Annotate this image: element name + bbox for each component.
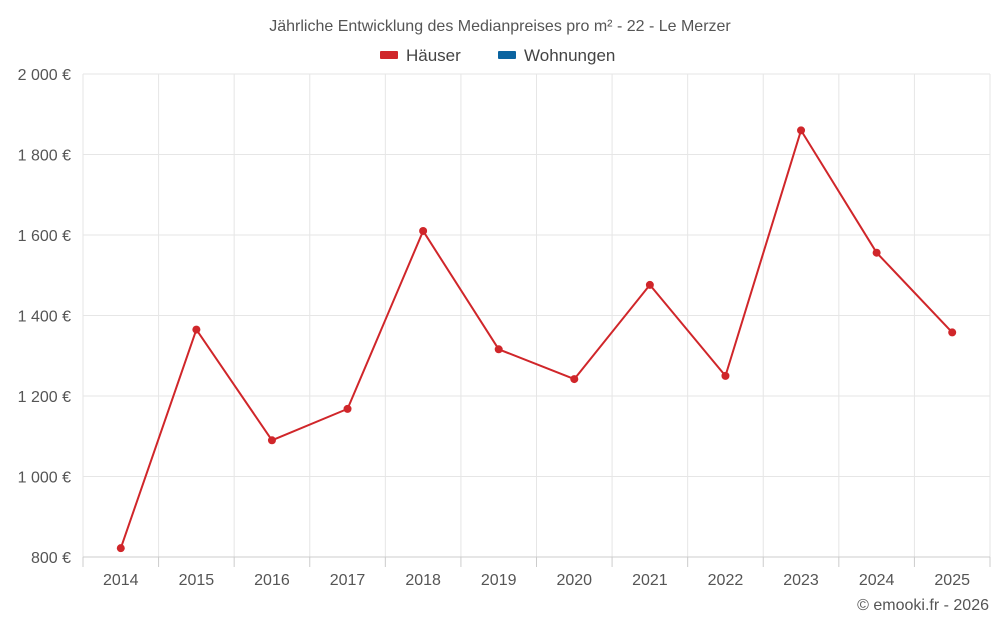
x-tick-label: 2024 <box>859 572 895 589</box>
legend-swatch <box>380 51 398 59</box>
x-tick-label: 2016 <box>254 572 290 589</box>
data-point[interactable] <box>570 375 579 384</box>
x-tick-label: 2022 <box>708 572 744 589</box>
data-point[interactable] <box>721 371 730 380</box>
legend-item-wohnungen[interactable]: Wohnungen <box>498 46 615 65</box>
data-point[interactable] <box>267 436 276 445</box>
legend-label: Häuser <box>406 46 461 65</box>
data-point[interactable] <box>948 328 957 337</box>
y-tick-label: 1 400 € <box>18 309 71 326</box>
data-point[interactable] <box>419 226 428 235</box>
data-point[interactable] <box>494 345 503 354</box>
legend-item-häuser[interactable]: Häuser <box>380 46 461 65</box>
x-tick-label: 2015 <box>179 572 215 589</box>
y-tick-label: 800 € <box>31 550 71 567</box>
data-point[interactable] <box>872 248 881 257</box>
legend-label: Wohnungen <box>524 46 615 65</box>
x-tick-label: 2018 <box>405 572 441 589</box>
series-line-häuser <box>119 129 953 549</box>
data-point[interactable] <box>797 126 806 135</box>
y-tick-label: 1 000 € <box>18 470 71 487</box>
grid <box>82 73 991 567</box>
chart-title: Jährliche Entwicklung des Medianpreises … <box>269 18 731 35</box>
data-point[interactable] <box>645 280 654 289</box>
y-tick-label: 1 800 € <box>18 148 71 165</box>
x-tick-label: 2021 <box>632 572 668 589</box>
data-point[interactable] <box>343 404 352 413</box>
data-point[interactable] <box>116 544 125 553</box>
x-tick-label: 2017 <box>330 572 366 589</box>
credit-text: © emooki.fr - 2026 <box>857 597 989 614</box>
x-tick-label: 2025 <box>934 572 970 589</box>
legend-swatch <box>498 51 516 59</box>
x-axis-ticks: 2014 2015 2016 2017 2018 2019 2020 2021 2022 2023… <box>103 572 970 589</box>
legend: Häuser Wohnungen <box>380 46 615 65</box>
x-tick-label: 2019 <box>481 572 517 589</box>
y-tick-label: 1 600 € <box>18 228 71 245</box>
y-axis-ticks: 800 € 1 000 € 1 200 € 1 400 € 1 600 € 1 800 €… <box>18 67 71 567</box>
y-tick-label: 1 200 € <box>18 389 71 406</box>
series <box>116 126 957 553</box>
x-tick-label: 2020 <box>556 572 592 589</box>
x-tick-label: 2014 <box>103 572 139 589</box>
x-tick-label: 2023 <box>783 572 819 589</box>
data-point[interactable] <box>192 325 201 334</box>
y-tick-label: 2 000 € <box>18 67 71 84</box>
